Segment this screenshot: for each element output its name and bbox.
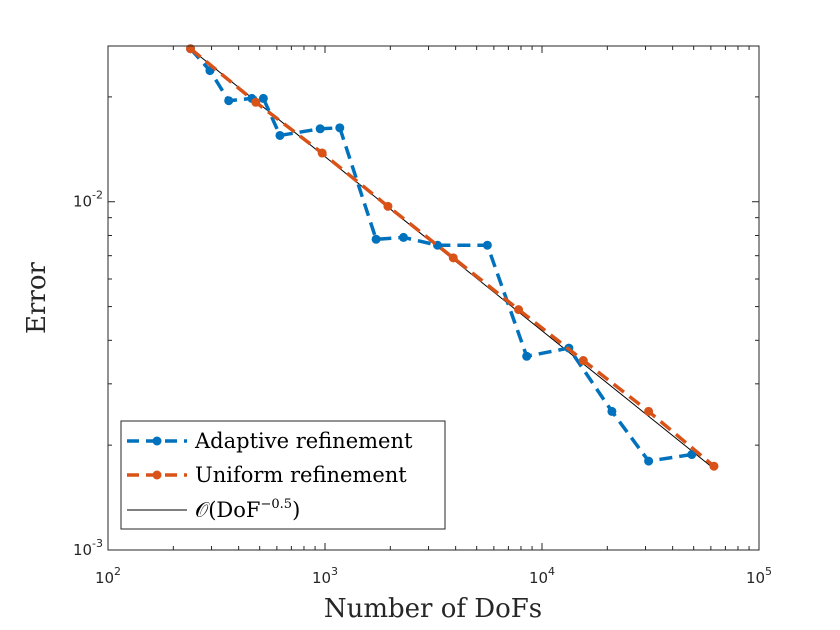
x-tick-label-base: 10 xyxy=(529,569,548,587)
legend: Adaptive refinement Uniform refinement 𝒪… xyxy=(120,420,446,530)
legend-marker-uniform xyxy=(152,470,162,480)
y-tick-label: 10-3 xyxy=(73,537,103,559)
x-tick-label: 103 xyxy=(312,565,338,587)
data-point-uniform xyxy=(448,253,458,263)
legend-label-uniform: Uniform refinement xyxy=(195,463,407,487)
x-tick-label: 104 xyxy=(529,565,555,587)
legend-marker-adaptive xyxy=(152,436,162,446)
y-tick-label-base: 10 xyxy=(73,541,92,559)
x-tick-label-exp: 3 xyxy=(331,565,338,578)
data-point-adaptive xyxy=(522,351,532,361)
data-point-adaptive xyxy=(224,96,234,106)
x-tick-label-base: 10 xyxy=(746,569,765,587)
y-tick-labels: 10-310-2 xyxy=(73,189,103,559)
plot-frame xyxy=(107,45,760,551)
data-point-adaptive xyxy=(258,93,268,103)
legend-label-reference-exp: −0.5 xyxy=(260,497,292,512)
data-point-uniform xyxy=(709,461,719,471)
y-tick-label-exp: -2 xyxy=(92,189,103,202)
y-tick-label-exp: -3 xyxy=(92,537,103,550)
data-point-uniform xyxy=(251,97,261,107)
y-axis-title: Error xyxy=(22,261,52,333)
y-tick-label-base: 10 xyxy=(73,193,92,211)
series-line-adaptive xyxy=(189,47,693,463)
series-layer xyxy=(186,44,719,471)
data-point-uniform xyxy=(644,406,654,416)
data-point-uniform xyxy=(578,356,588,366)
data-point-adaptive xyxy=(607,406,617,416)
data-point-uniform xyxy=(317,148,327,158)
x-tick-label-base: 10 xyxy=(95,569,114,587)
legend-entry-uniform: Uniform refinement xyxy=(127,463,407,487)
data-point-adaptive xyxy=(275,130,285,140)
legend-entry-adaptive: Adaptive refinement xyxy=(127,429,413,453)
x-tick-label: 102 xyxy=(95,565,121,587)
data-point-adaptive xyxy=(482,240,492,250)
x-tick-labels: 102 103 104 105 xyxy=(95,565,772,587)
x-tick-label: 105 xyxy=(746,565,772,587)
x-tick-label-exp: 2 xyxy=(114,565,121,578)
data-point-uniform xyxy=(514,305,524,315)
data-point-adaptive xyxy=(335,123,345,133)
data-point-adaptive xyxy=(687,450,697,460)
legend-label-adaptive: Adaptive refinement xyxy=(194,429,413,453)
data-point-adaptive xyxy=(371,234,381,244)
x-tick-label-exp: 4 xyxy=(548,565,555,578)
data-point-adaptive xyxy=(644,456,654,466)
x-tick-label-base: 10 xyxy=(312,569,331,587)
legend-label-reference-pre: 𝒪(DoF xyxy=(195,498,260,522)
x-tick-label-exp: 5 xyxy=(765,565,772,578)
legend-label-reference: 𝒪(DoF−0.5) xyxy=(195,497,300,522)
ticks xyxy=(107,46,759,551)
data-point-adaptive xyxy=(315,124,325,134)
legend-label-reference-post: ) xyxy=(292,498,300,522)
legend-entry-reference: 𝒪(DoF−0.5) xyxy=(127,497,300,522)
series-line-uniform xyxy=(189,47,716,468)
data-point-uniform xyxy=(383,201,393,211)
y-tick-label: 10-2 xyxy=(73,189,103,211)
x-axis-title: Number of DoFs xyxy=(324,594,542,624)
data-point-adaptive xyxy=(398,232,408,242)
